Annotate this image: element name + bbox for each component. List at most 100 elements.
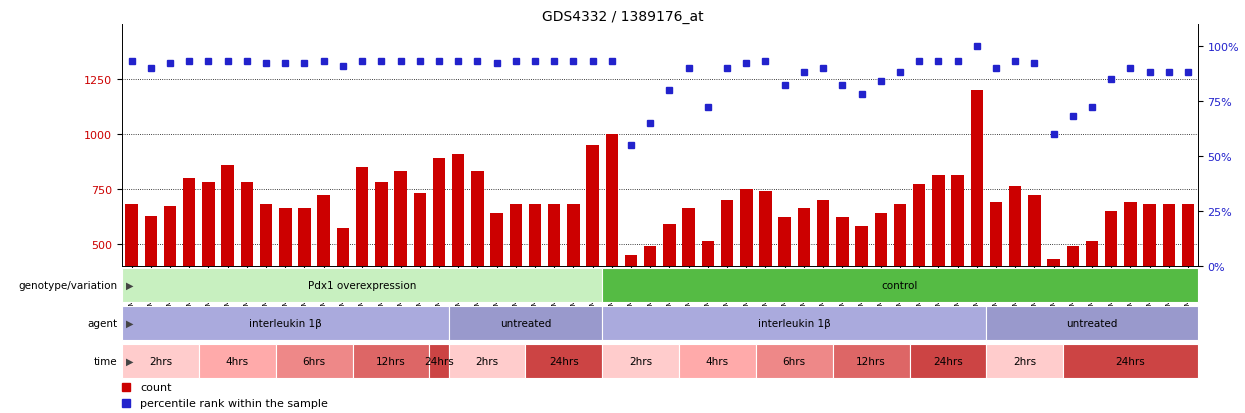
Bar (625, 255, 637, 354)
Bar (721, 200, 733, 354)
Bar (275, 344, 352, 378)
Bar (491, 214, 503, 354)
Bar (756, 344, 833, 378)
Bar (837, 218, 849, 354)
Text: ▶: ▶ (126, 280, 133, 290)
Text: 12hrs: 12hrs (857, 356, 886, 366)
Bar (603, 306, 986, 340)
Bar (664, 224, 676, 354)
Bar (702, 242, 715, 354)
Text: 2hrs: 2hrs (1013, 356, 1036, 366)
Bar (430, 344, 448, 378)
Bar (1163, 204, 1175, 354)
Bar (1067, 246, 1079, 354)
Bar (986, 306, 1198, 340)
Bar (644, 246, 656, 354)
Text: 2hrs: 2hrs (476, 356, 498, 366)
Text: control: control (881, 280, 918, 290)
Bar (951, 176, 964, 354)
Bar (336, 229, 349, 354)
Text: time: time (93, 356, 117, 366)
Text: percentile rank within the sample: percentile rank within the sample (139, 398, 327, 408)
Text: 2hrs: 2hrs (629, 356, 652, 366)
Bar (603, 268, 1198, 302)
Bar (352, 344, 430, 378)
Bar (910, 344, 986, 378)
Bar (452, 154, 464, 354)
Bar (586, 145, 599, 354)
Text: 4hrs: 4hrs (706, 356, 730, 366)
Bar (548, 204, 560, 354)
Bar (1124, 202, 1137, 354)
Text: genotype/variation: genotype/variation (17, 280, 117, 290)
Bar (1008, 187, 1021, 354)
Bar (122, 306, 448, 340)
Bar (122, 344, 199, 378)
Bar (1086, 242, 1098, 354)
Bar (1106, 211, 1118, 354)
Bar (317, 196, 330, 354)
Bar (433, 159, 446, 354)
Bar (568, 204, 580, 354)
Bar (126, 204, 138, 354)
Bar (356, 167, 369, 354)
Bar (471, 172, 483, 354)
Text: untreated: untreated (499, 318, 552, 328)
Text: count: count (139, 382, 172, 392)
Bar (448, 306, 603, 340)
Bar (202, 183, 214, 354)
Text: 24hrs: 24hrs (933, 356, 962, 366)
Bar (971, 90, 984, 354)
Bar (299, 209, 311, 354)
Text: agent: agent (87, 318, 117, 328)
Bar (986, 344, 1063, 378)
Text: ▶: ▶ (126, 356, 133, 366)
Bar (682, 209, 695, 354)
Bar (413, 194, 426, 354)
Text: 24hrs: 24hrs (549, 356, 579, 366)
Bar (833, 344, 910, 378)
Text: 24hrs: 24hrs (1116, 356, 1145, 366)
Bar (1182, 204, 1194, 354)
Text: 4hrs: 4hrs (225, 356, 249, 366)
Bar (605, 134, 618, 354)
Bar (603, 344, 679, 378)
Bar (894, 204, 906, 354)
Text: 6hrs: 6hrs (303, 356, 326, 366)
Bar (525, 344, 603, 378)
Bar (874, 214, 886, 354)
Bar (1143, 204, 1155, 354)
Bar (222, 166, 234, 354)
Text: Pdx1 overexpression: Pdx1 overexpression (308, 280, 416, 290)
Text: 2hrs: 2hrs (149, 356, 172, 366)
Bar (183, 178, 195, 354)
Bar (855, 226, 868, 354)
Bar (679, 344, 756, 378)
Bar (375, 183, 387, 354)
Bar (740, 189, 752, 354)
Bar (529, 204, 542, 354)
Bar (395, 172, 407, 354)
Text: interleukin 1β: interleukin 1β (758, 318, 830, 328)
Bar (1063, 344, 1198, 378)
Bar (798, 209, 810, 354)
Bar (817, 200, 829, 354)
Bar (1047, 259, 1059, 354)
Bar (144, 217, 157, 354)
Bar (778, 218, 791, 354)
Text: 24hrs: 24hrs (425, 356, 454, 366)
Bar (913, 185, 925, 354)
Bar (164, 207, 177, 354)
Bar (933, 176, 945, 354)
Bar (990, 202, 1002, 354)
Bar (122, 268, 603, 302)
Bar (448, 344, 525, 378)
Bar (759, 191, 772, 354)
Bar (1028, 196, 1041, 354)
Text: ▶: ▶ (126, 318, 133, 328)
Bar (240, 183, 253, 354)
Bar (199, 344, 275, 378)
Text: interleukin 1β: interleukin 1β (249, 318, 321, 328)
Bar (260, 204, 273, 354)
Text: GDS4332 / 1389176_at: GDS4332 / 1389176_at (542, 10, 703, 24)
